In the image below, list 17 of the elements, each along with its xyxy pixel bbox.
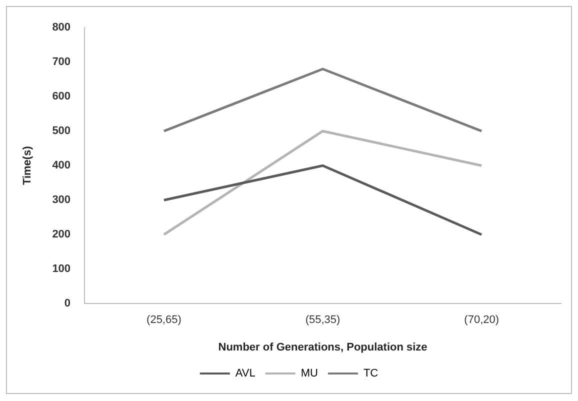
y-tick-label: 600 (52, 90, 71, 103)
legend-label: AVL (235, 368, 256, 380)
y-tick-label: 200 (52, 228, 71, 241)
x-tick-label: (70,20) (464, 314, 500, 326)
x-tick-label: (25,65) (146, 314, 182, 326)
y-tick-label: 500 (52, 125, 71, 138)
y-axis-title: Time(s) (22, 146, 34, 186)
y-tick-label: 300 (52, 194, 71, 206)
y-tick-label: 800 (52, 22, 71, 34)
x-axis-title: Number of Generations, Population size (218, 341, 428, 354)
y-tick-label: 0 (64, 298, 71, 310)
y-tick-label: 100 (52, 263, 71, 276)
x-tick-label: (55,35) (305, 314, 340, 326)
y-tick-label: 400 (52, 160, 71, 172)
legend-label: MU (300, 368, 318, 380)
y-tick-label: 700 (52, 56, 71, 68)
legend-label: TC (363, 368, 378, 380)
